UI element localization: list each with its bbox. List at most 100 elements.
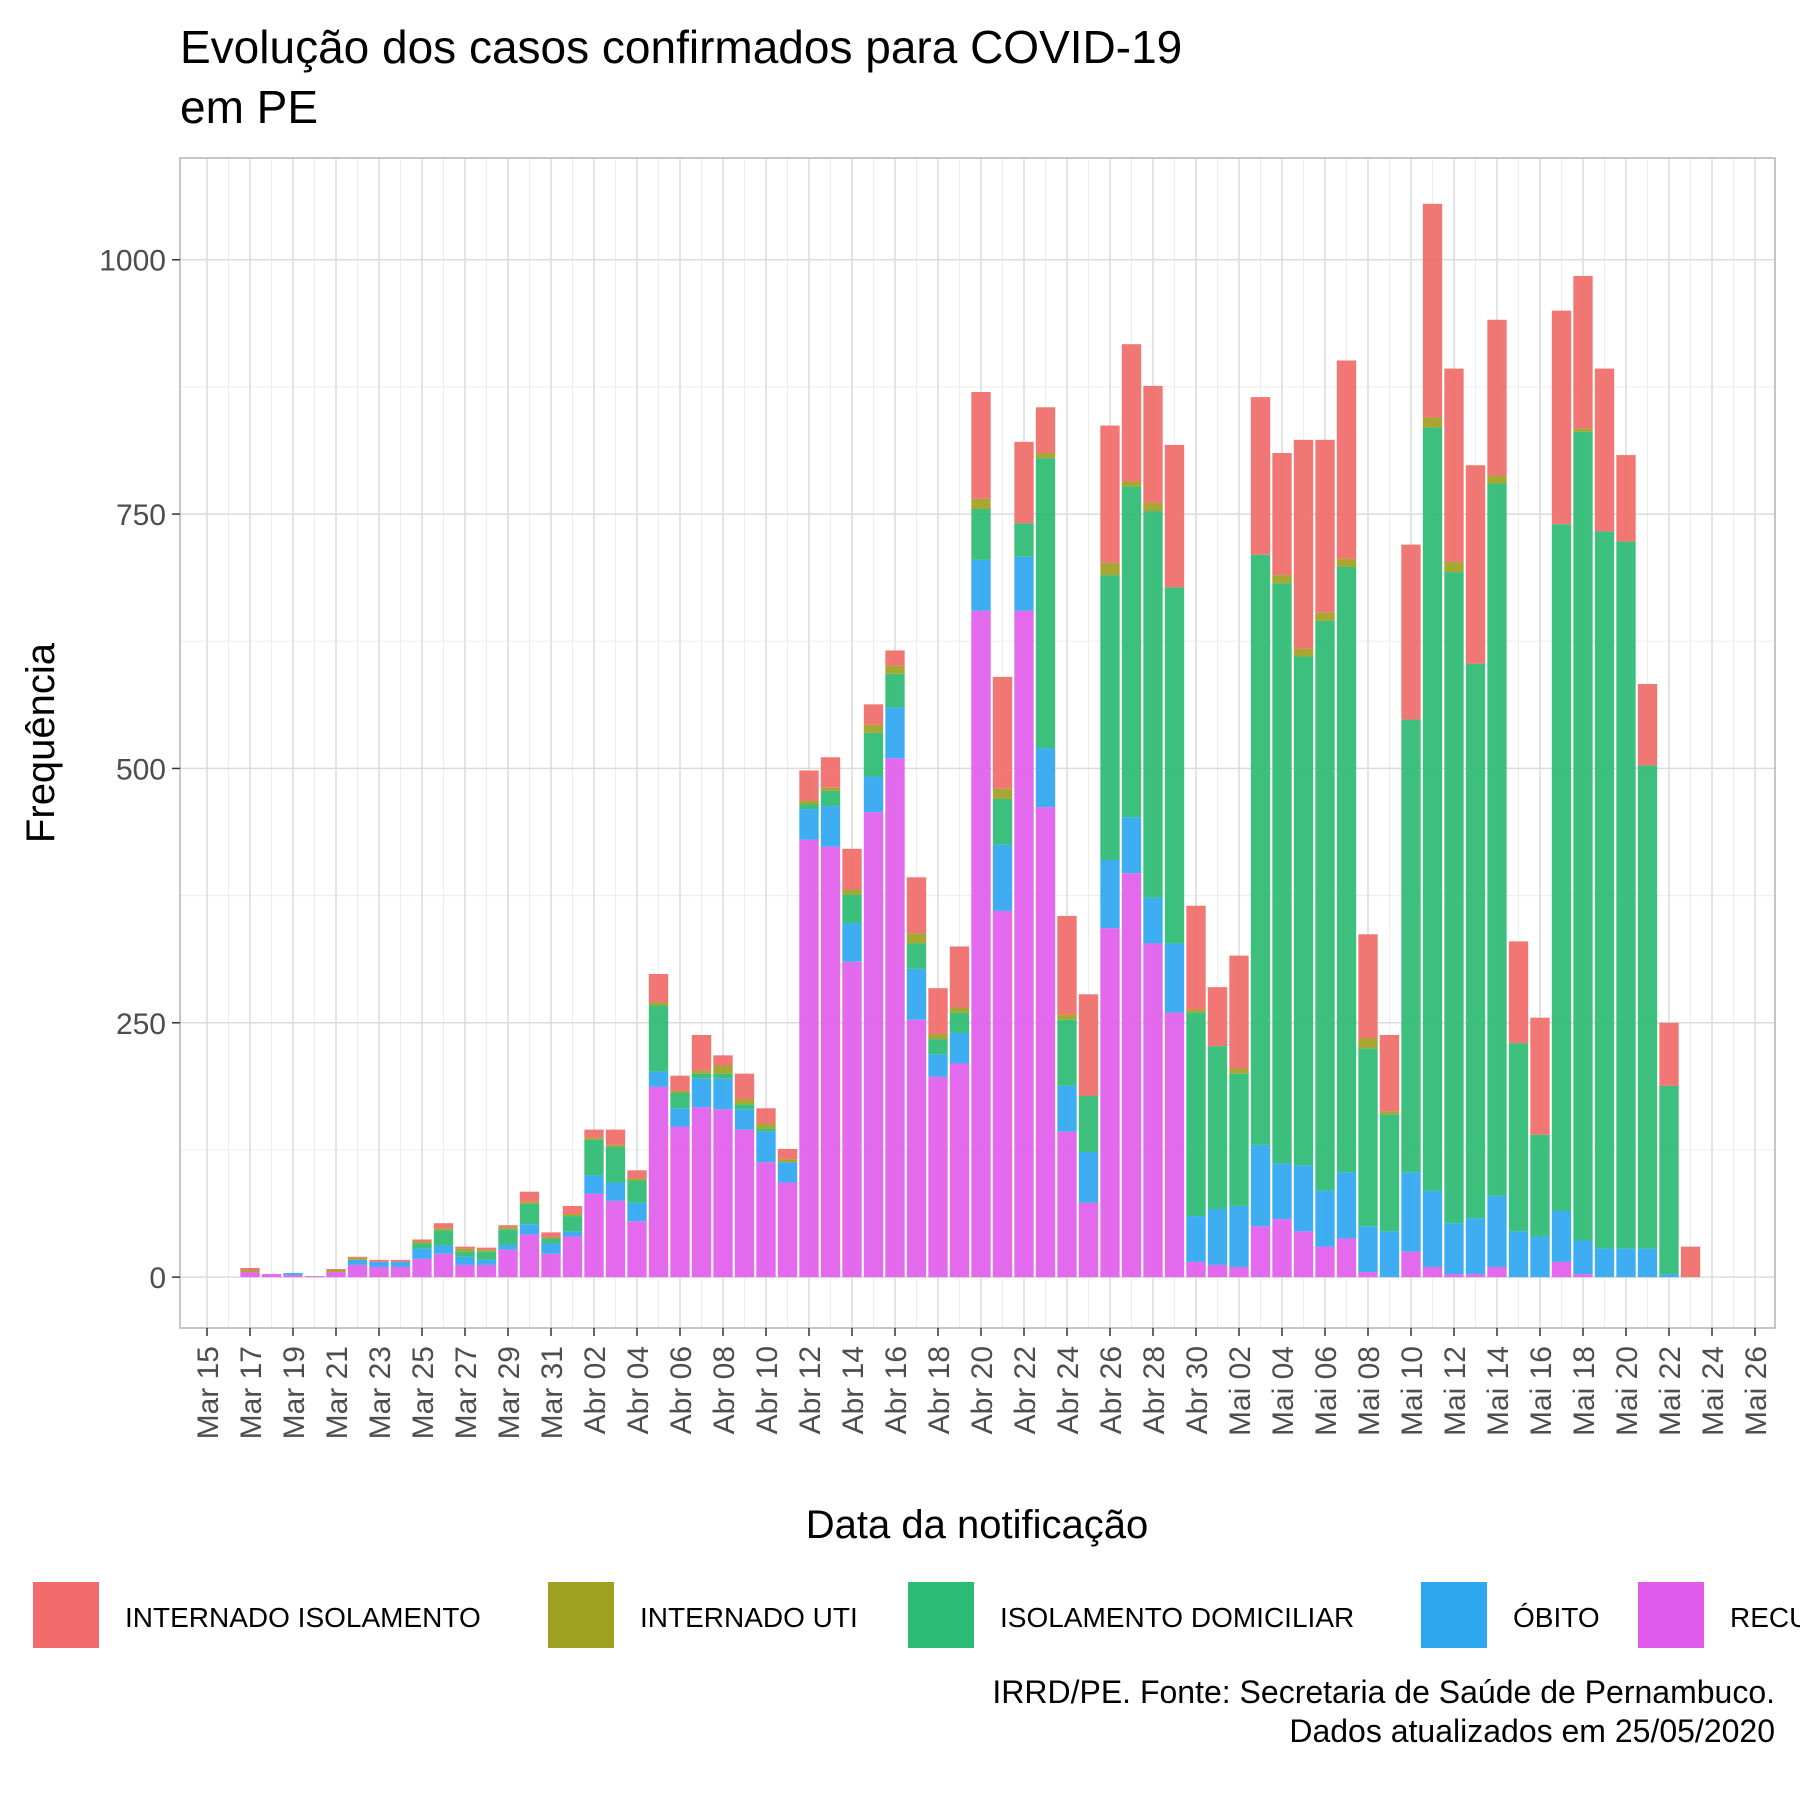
bar-segment: [1186, 1009, 1206, 1013]
bar-segment: [1422, 203, 1443, 418]
x-tick-label: Abr 20: [966, 1346, 999, 1434]
bar-segment: [605, 1144, 626, 1147]
bar-segment: [1057, 1085, 1077, 1132]
bar-segment: [1293, 656, 1314, 1166]
bar-segment: [1659, 1022, 1679, 1086]
bar-segment: [1164, 444, 1185, 588]
bar-segment: [519, 1203, 540, 1225]
bar-segment: [1078, 994, 1099, 1097]
bar-segment: [928, 1039, 948, 1055]
bar-segment: [670, 1090, 690, 1093]
bar-segment: [1035, 458, 1056, 749]
bar-segment: [928, 1076, 948, 1278]
bar-segment: [476, 1259, 497, 1265]
x-tick-label: Abr 16: [880, 1346, 913, 1434]
bar-segment: [1207, 1264, 1228, 1278]
bar-segment: [240, 1272, 260, 1278]
bar-segment: [691, 1034, 712, 1071]
panel-border: [179, 157, 1776, 1329]
bar-segment: [756, 1162, 776, 1278]
bar-segment: [1573, 431, 1593, 1241]
bar-segment: [949, 946, 970, 1008]
bar-segment: [713, 1078, 733, 1110]
bar-segment: [648, 1071, 669, 1087]
bar-segment: [734, 1073, 755, 1100]
bar-segment: [1573, 428, 1593, 432]
bar-segment: [412, 1239, 432, 1242]
bar-segment: [756, 1128, 776, 1132]
bar-segment: [1229, 1205, 1249, 1267]
bar-segment: [1594, 531, 1615, 1249]
bar-segment: [1358, 934, 1378, 1039]
bar-segment: [1250, 1144, 1271, 1227]
bar-segment: [691, 1107, 712, 1278]
bar-segment: [455, 1251, 475, 1257]
x-tick-label: Mai 20: [1611, 1346, 1644, 1436]
bar-segment: [906, 968, 927, 1020]
x-tick-label: Mar 15: [192, 1346, 225, 1439]
bar-segment: [240, 1270, 260, 1273]
bar-segment: [1422, 427, 1443, 1191]
x-tick-label: Mai 08: [1353, 1346, 1386, 1436]
x-tick-label: Mai 26: [1740, 1346, 1773, 1436]
bar-segment: [1422, 417, 1443, 428]
bar-segment: [1358, 1048, 1378, 1227]
bar-segment: [1465, 1218, 1486, 1275]
legend-item: INTERNADO ISOLAMENTO: [33, 1582, 481, 1648]
bar-segment: [1121, 486, 1142, 818]
bar-segment: [1336, 566, 1357, 1173]
bar-segment: [799, 800, 819, 805]
bar-segment: [1637, 683, 1658, 766]
bar-segment: [1100, 860, 1120, 929]
bar-segment: [1207, 1046, 1228, 1209]
bar-segment: [670, 1075, 690, 1091]
caption-line-2: Dados atualizados em 25/05/2020: [1289, 1713, 1775, 1749]
bar-segment: [1444, 368, 1464, 562]
bar-segment: [799, 804, 819, 810]
bar-segment: [1336, 1238, 1357, 1278]
bar-segment: [519, 1224, 540, 1235]
bar-segment: [863, 704, 884, 725]
bar-segment: [541, 1243, 561, 1254]
bar-segment: [562, 1231, 583, 1237]
bar-segment: [799, 770, 819, 801]
bar-segment: [885, 650, 905, 666]
bar-segment: [412, 1248, 432, 1259]
legend-item: RECUPERADO: [1638, 1582, 1800, 1648]
bar-segment: [949, 1063, 970, 1278]
bar-segment: [498, 1249, 518, 1278]
bar-segment: [1637, 765, 1658, 1249]
bar-segment: [455, 1246, 475, 1249]
bar-segment: [863, 812, 884, 1278]
bar-segment: [1315, 1246, 1335, 1278]
legend-item: ISOLAMENTO DOMICILIAR: [908, 1582, 1354, 1648]
bar-segment: [670, 1108, 690, 1127]
bar-segment: [304, 1276, 325, 1278]
bar-segment: [949, 1032, 970, 1064]
bar-segment: [476, 1249, 497, 1252]
chart-title: Evolução dos casos confirmados para COVI…: [180, 21, 1182, 133]
bar-segment: [1143, 385, 1163, 503]
bar-segment: [1164, 587, 1185, 944]
x-tick-label: Abr 24: [1052, 1346, 1085, 1434]
legend-label: ISOLAMENTO DOMICILIAR: [1000, 1602, 1354, 1633]
x-tick-label: Abr 28: [1138, 1346, 1171, 1434]
bar-segment: [1229, 955, 1249, 1069]
bar-segment: [1637, 1248, 1658, 1278]
y-tick-label: 250: [116, 1008, 166, 1041]
bar-segment: [713, 1109, 733, 1278]
bar-segment: [1551, 310, 1572, 525]
bar-segment: [476, 1264, 497, 1278]
bar-segment: [1379, 1111, 1400, 1115]
bar-segment: [1465, 1274, 1486, 1278]
bar-segment: [1078, 1096, 1099, 1152]
bar-segment: [1659, 1274, 1679, 1278]
legend-swatch: [1421, 1582, 1487, 1648]
bar-segment: [1444, 561, 1464, 573]
bar-segment: [756, 1131, 776, 1163]
bar-segment: [691, 1070, 712, 1074]
bar-segment: [1422, 1190, 1443, 1267]
bar-segment: [1293, 1231, 1314, 1278]
bar-segment: [928, 988, 948, 1034]
bar-segment: [283, 1273, 303, 1276]
